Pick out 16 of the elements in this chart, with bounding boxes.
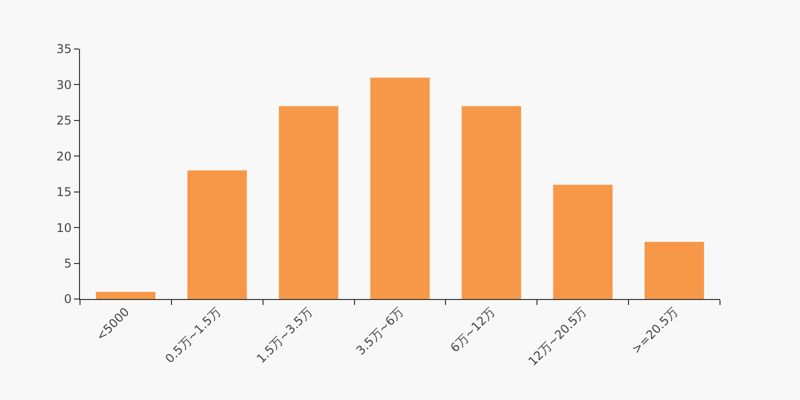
y-tick-label: 35 <box>56 42 72 56</box>
bar <box>278 106 338 299</box>
y-tick-label: 30 <box>56 78 72 92</box>
y-tick-label: 15 <box>56 185 72 200</box>
y-tick-label: 20 <box>56 149 72 164</box>
bar <box>644 242 704 299</box>
bar <box>462 106 522 299</box>
y-tick-label: 10 <box>56 220 72 235</box>
bar <box>187 170 247 299</box>
y-tick-label: 25 <box>56 114 72 128</box>
y-tick-label: 0 <box>64 292 72 306</box>
y-tick-label: 5 <box>64 256 72 270</box>
x-tick-label: 3.5万~6万 <box>353 304 406 358</box>
bar <box>553 184 613 299</box>
bar <box>370 78 430 299</box>
bar <box>96 292 156 299</box>
